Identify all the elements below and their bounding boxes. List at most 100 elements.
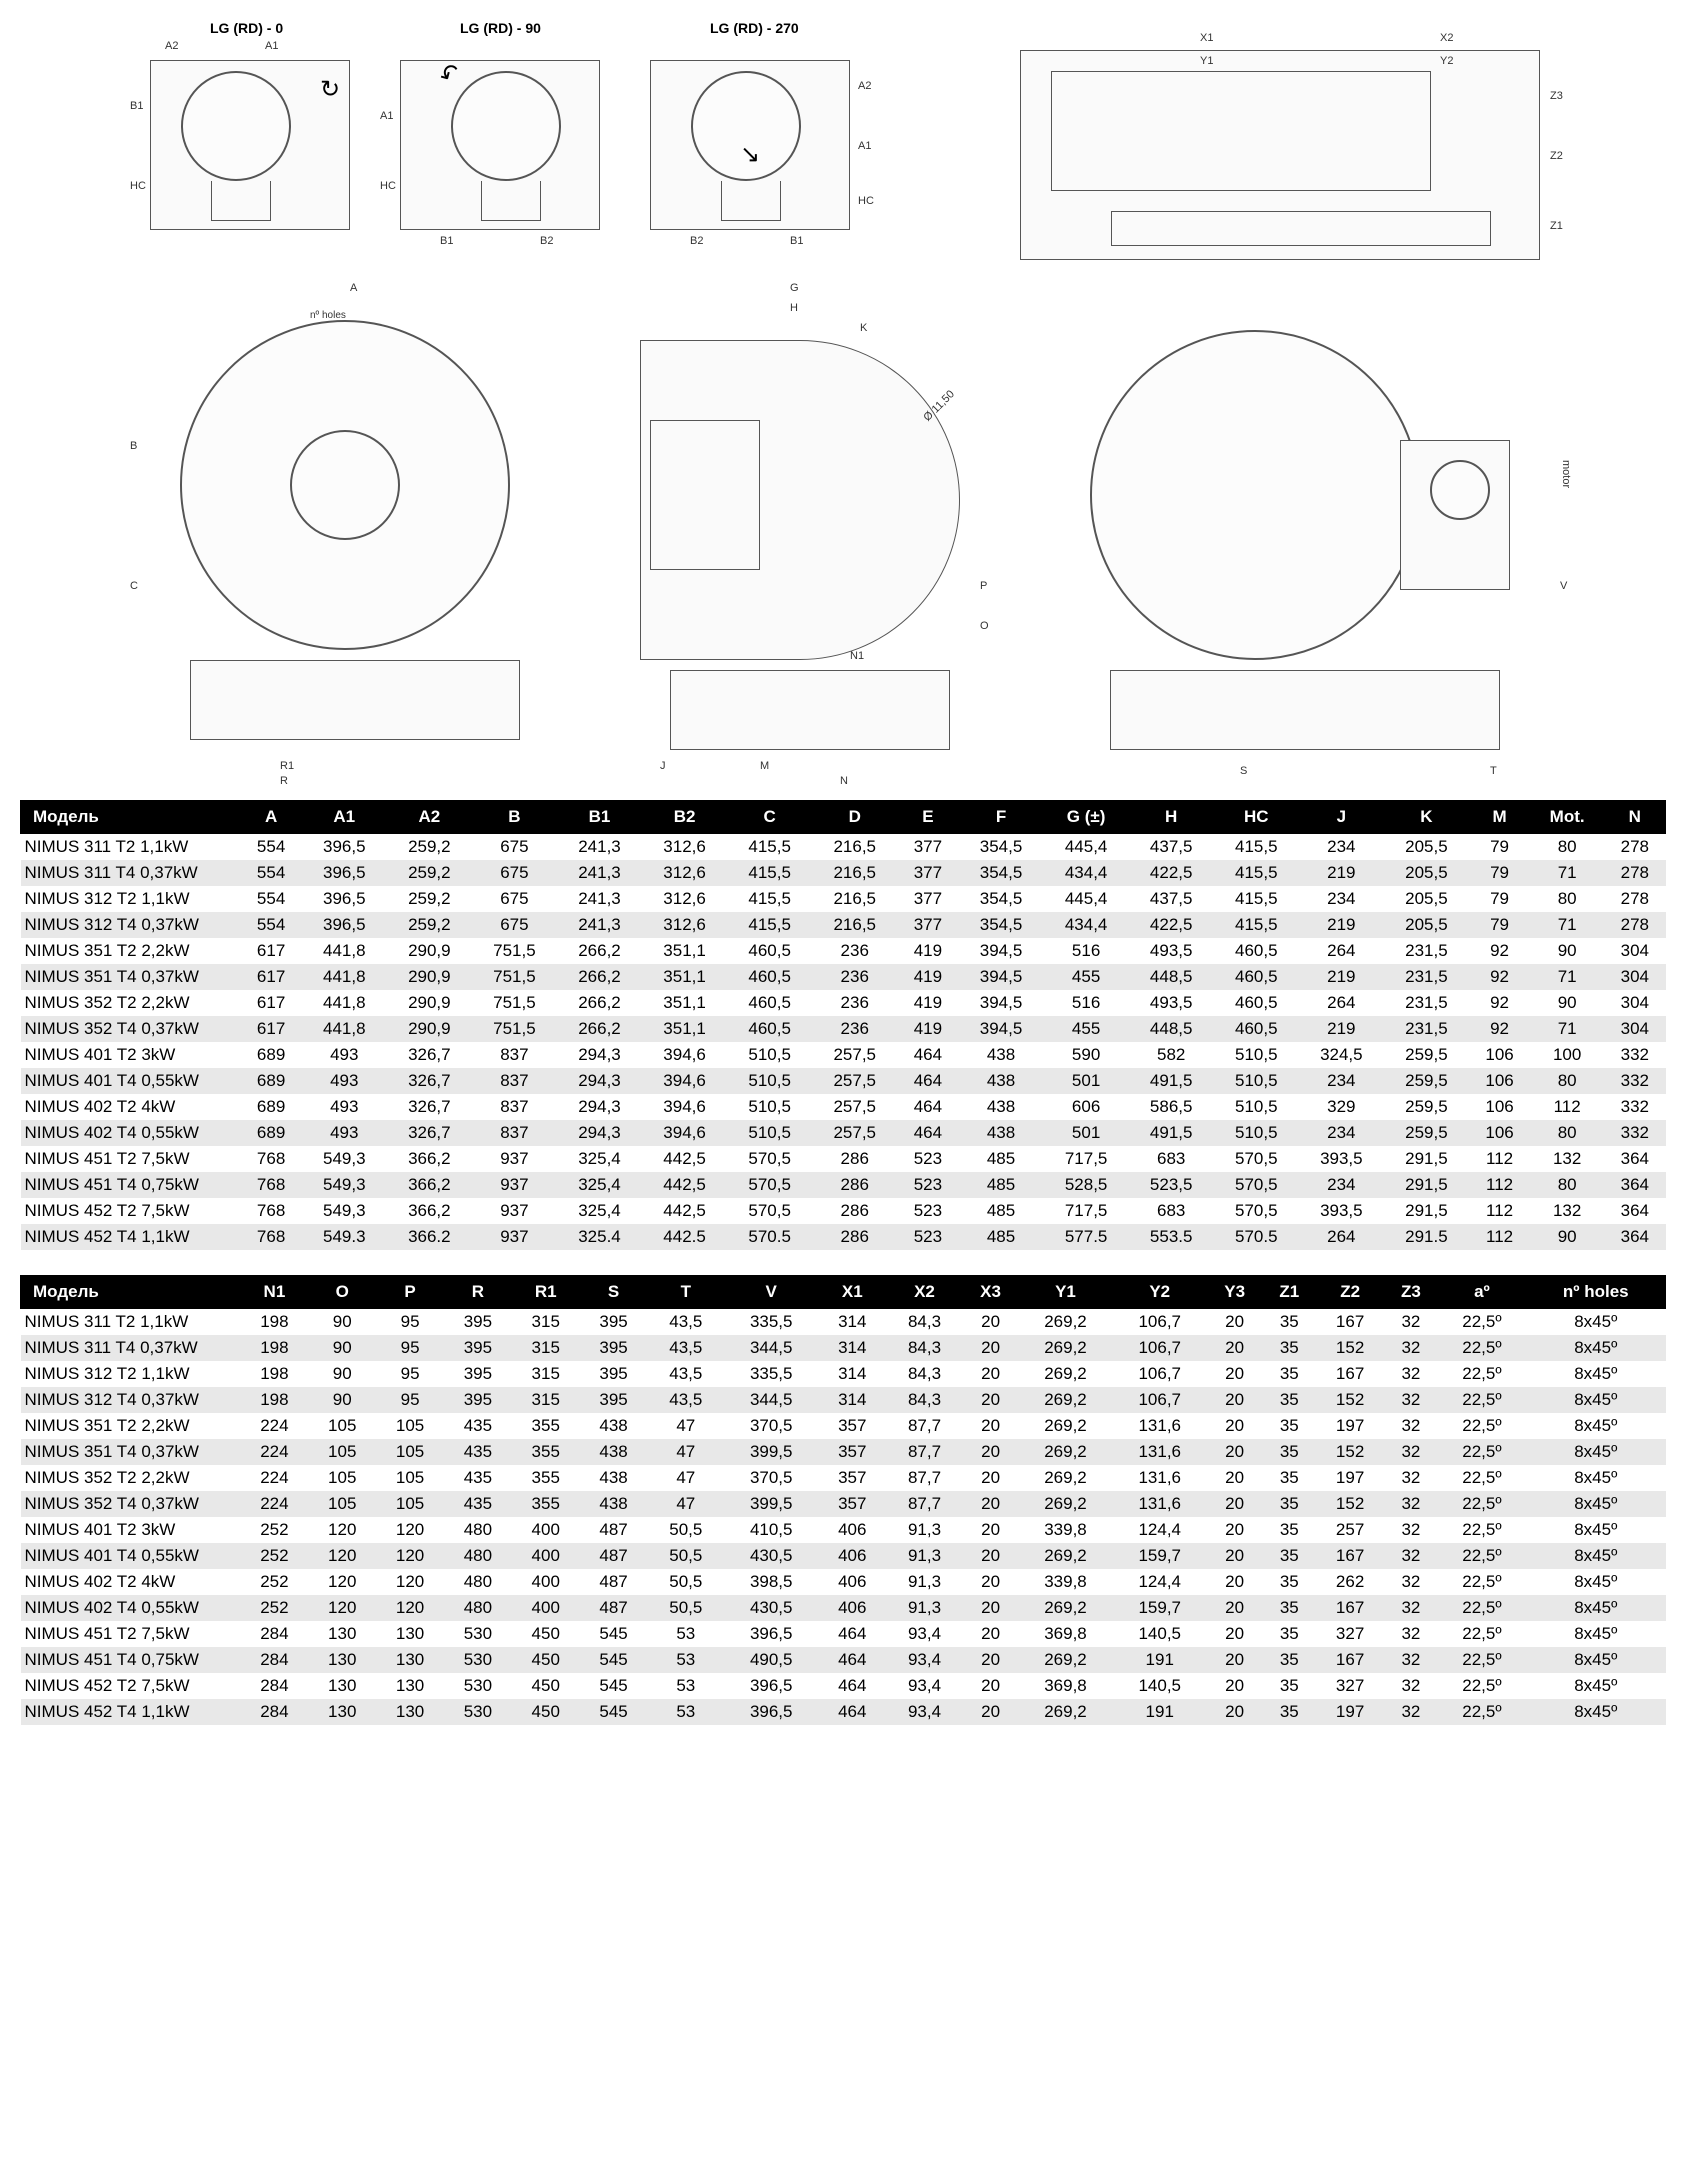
value-cell: 22,5º — [1438, 1335, 1526, 1361]
value-cell: 355 — [512, 1439, 580, 1465]
value-cell: 570,5 — [1214, 1146, 1299, 1172]
value-cell: 47 — [647, 1491, 724, 1517]
value-cell: 259,5 — [1384, 1120, 1469, 1146]
value-cell: 198 — [241, 1309, 309, 1336]
value-cell: 20 — [1207, 1569, 1263, 1595]
value-cell: 264 — [1299, 1224, 1384, 1250]
value-cell: 80 — [1530, 886, 1604, 912]
value-cell: 53 — [647, 1673, 724, 1699]
value-cell: 241,3 — [557, 912, 642, 938]
value-cell: 90 — [308, 1309, 376, 1336]
value-cell: 294,3 — [557, 1068, 642, 1094]
value-cell: 364 — [1604, 1146, 1665, 1172]
value-cell: 291.5 — [1384, 1224, 1469, 1250]
value-cell: 130 — [376, 1647, 444, 1673]
value-cell: 152 — [1316, 1439, 1384, 1465]
value-cell: 570.5 — [727, 1224, 812, 1250]
table-row: NIMUS 351 T2 2,2kW617441,8290,9751,5266,… — [21, 938, 1666, 964]
fan-pedestal — [190, 660, 520, 740]
value-cell: 570,5 — [727, 1172, 812, 1198]
value-cell: 430,5 — [724, 1595, 818, 1621]
table-row: NIMUS 452 T2 7,5kW2841301305304505455339… — [21, 1673, 1666, 1699]
model-cell: NIMUS 351 T2 2,2kW — [21, 938, 241, 964]
value-cell: 487 — [580, 1595, 648, 1621]
value-cell: 491,5 — [1129, 1120, 1214, 1146]
dim-header: X3 — [963, 1276, 1019, 1309]
value-cell: 22,5º — [1438, 1517, 1526, 1543]
value-cell: 286 — [812, 1146, 897, 1172]
value-cell: 92 — [1469, 938, 1530, 964]
value-cell: 523 — [897, 1224, 958, 1250]
value-cell: 689 — [241, 1120, 302, 1146]
value-cell: 84,3 — [886, 1387, 963, 1413]
value-cell: 441,8 — [302, 990, 387, 1016]
value-cell: 35 — [1262, 1361, 1316, 1387]
value-cell: 259,2 — [387, 886, 472, 912]
model-cell: NIMUS 451 T2 7,5kW — [21, 1621, 241, 1647]
dim-header: C — [727, 801, 812, 834]
value-cell: 606 — [1044, 1094, 1129, 1120]
value-cell: 257,5 — [812, 1094, 897, 1120]
value-cell: 20 — [1207, 1491, 1263, 1517]
value-cell: 314 — [818, 1335, 886, 1361]
value-cell: 768 — [241, 1198, 302, 1224]
value-cell: 366,2 — [387, 1198, 472, 1224]
value-cell: 32 — [1384, 1569, 1438, 1595]
value-cell: 545 — [580, 1699, 648, 1725]
value-cell: 53 — [647, 1621, 724, 1647]
value-cell: 339,8 — [1018, 1517, 1112, 1543]
value-cell: 167 — [1316, 1647, 1384, 1673]
value-cell: 304 — [1604, 964, 1665, 990]
value-cell: 20 — [1207, 1595, 1263, 1621]
value-cell: 32 — [1384, 1621, 1438, 1647]
model-cell: NIMUS 351 T2 2,2kW — [21, 1413, 241, 1439]
model-cell: NIMUS 402 T2 4kW — [21, 1094, 241, 1120]
value-cell: 837 — [472, 1068, 557, 1094]
value-cell: 231,5 — [1384, 938, 1469, 964]
table-row: NIMUS 352 T4 0,37kW617441,8290,9751,5266… — [21, 1016, 1666, 1042]
value-cell: 394,6 — [642, 1042, 727, 1068]
value-cell: 675 — [472, 834, 557, 861]
value-cell: 20 — [1207, 1621, 1263, 1647]
value-cell: 8x45º — [1526, 1309, 1666, 1336]
value-cell: 216,5 — [812, 912, 897, 938]
value-cell: 326,7 — [387, 1042, 472, 1068]
model-cell: NIMUS 451 T4 0,75kW — [21, 1647, 241, 1673]
dim-header: D — [812, 801, 897, 834]
value-cell: 205,5 — [1384, 834, 1469, 861]
dim-header: J — [1299, 801, 1384, 834]
value-cell: 485 — [958, 1198, 1043, 1224]
model-cell: NIMUS 401 T2 3kW — [21, 1042, 241, 1068]
value-cell: 768 — [241, 1172, 302, 1198]
value-cell: 32 — [1384, 1361, 1438, 1387]
value-cell: 438 — [580, 1413, 648, 1439]
fan-inlet — [290, 430, 400, 540]
value-cell: 259,5 — [1384, 1094, 1469, 1120]
value-cell: 377 — [897, 886, 958, 912]
value-cell: 269,2 — [1018, 1491, 1112, 1517]
value-cell: 837 — [472, 1094, 557, 1120]
value-cell: 284 — [241, 1621, 309, 1647]
rotation-arrow-icon: ↻ — [320, 75, 340, 104]
value-cell: 442,5 — [642, 1198, 727, 1224]
dim-hc: HC — [858, 195, 874, 207]
value-cell: 20 — [963, 1439, 1019, 1465]
dim-j: J — [660, 760, 666, 772]
value-cell: 32 — [1384, 1595, 1438, 1621]
value-cell: 406 — [818, 1517, 886, 1543]
value-cell: 480 — [444, 1595, 512, 1621]
value-cell: 92 — [1469, 964, 1530, 990]
value-cell: 357 — [818, 1413, 886, 1439]
value-cell: 8x45º — [1526, 1439, 1666, 1465]
dim-header: Y2 — [1113, 1276, 1207, 1309]
side-view — [610, 300, 1010, 770]
value-cell: 284 — [241, 1647, 309, 1673]
value-cell: 47 — [647, 1439, 724, 1465]
value-cell: 530 — [444, 1699, 512, 1725]
dim-g: G — [790, 282, 799, 294]
value-cell: 269,2 — [1018, 1413, 1112, 1439]
value-cell: 545 — [580, 1621, 648, 1647]
value-cell: 8x45º — [1526, 1413, 1666, 1439]
fan-housing-icon — [181, 71, 291, 181]
value-cell: 252 — [241, 1543, 309, 1569]
